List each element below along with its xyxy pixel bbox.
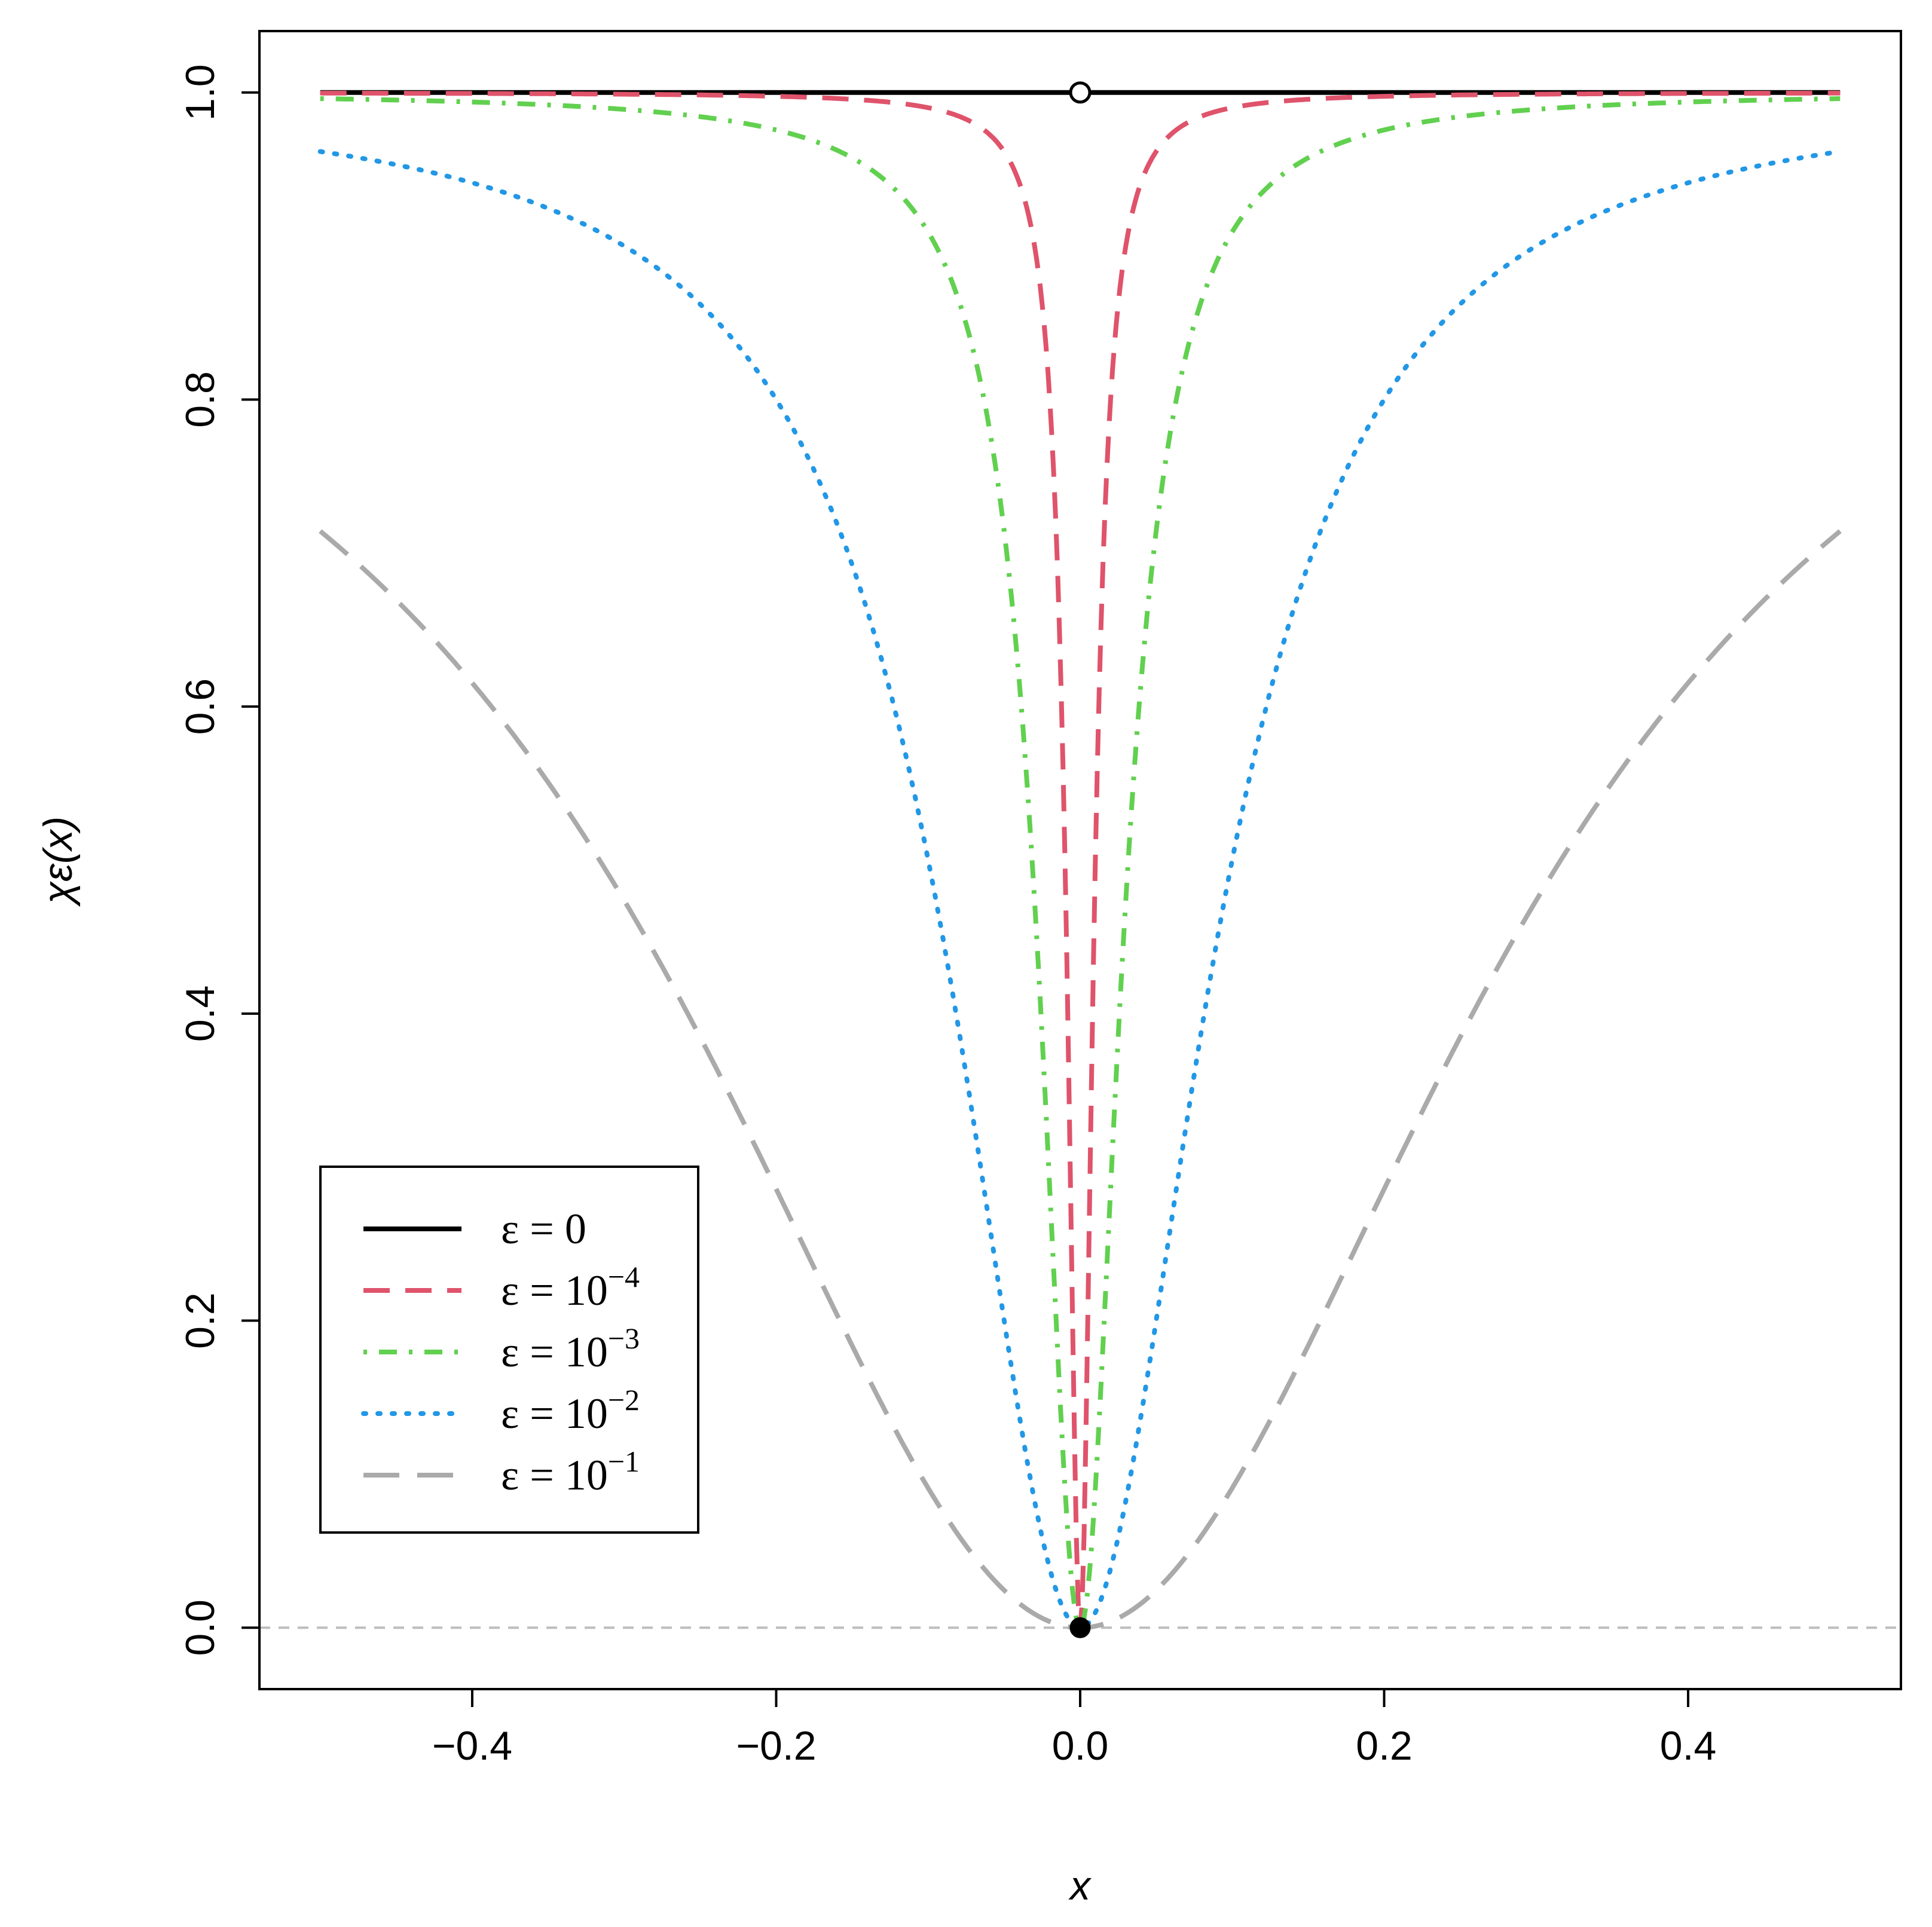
x-tick-label-2: 0.0 [1052,1723,1109,1769]
x-axis: −0.4 −0.2 0.0 0.2 0.4 [432,1688,1717,1769]
y-tick-label-0: 0.0 [178,1599,223,1656]
x-tick-label-3: 0.2 [1356,1723,1413,1769]
legend-label-exponent-3: −2 [608,1383,640,1417]
filled-point-origin [1069,1617,1091,1638]
y-tick-label-2: 0.4 [178,986,223,1042]
y-tick-label-4: 0.8 [178,371,223,428]
legend-label-0: ε = 0 [501,1205,586,1253]
open-point-origin-top [1069,81,1092,104]
y-tick-label-1: 0.2 [178,1292,223,1349]
x-tick-label-0: −0.4 [432,1723,512,1769]
legend-label-exponent-1: −4 [608,1260,640,1293]
y-tick-label-5: 1.0 [178,64,223,121]
x-tick-label-1: −0.2 [736,1723,816,1769]
y-axis: 0.0 0.2 0.4 0.6 0.8 1.0 [178,64,261,1656]
legend-label-exponent-4: −1 [608,1445,640,1478]
x-axis-title: x [1068,1863,1092,1908]
series-line-2 [320,96,1841,1632]
legend-label-exponent-2: −3 [608,1322,640,1355]
y-axis-title: χε(x) [35,816,81,907]
legend: ε = 0ε = 10−4ε = 10−3ε = 10−2ε = 10−1 [319,1166,699,1534]
x-tick-label-4: 0.4 [1660,1723,1717,1769]
point-layer [1069,81,1092,1638]
y-tick-label-3: 0.6 [178,678,223,735]
